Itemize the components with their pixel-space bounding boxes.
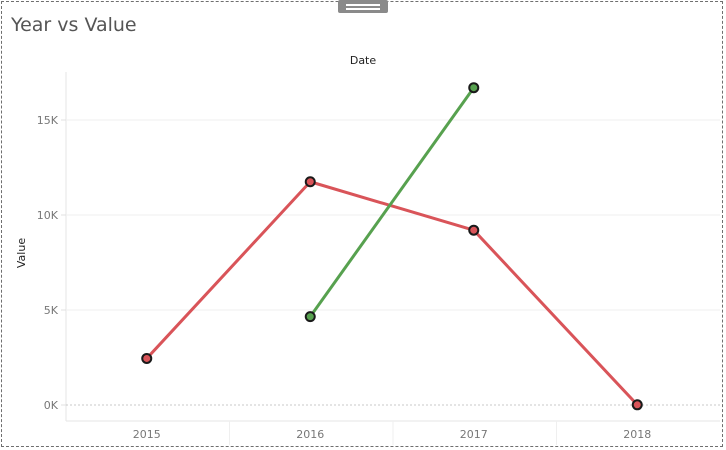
data-point <box>141 352 153 364</box>
data-point <box>304 176 316 188</box>
series-line <box>145 180 639 406</box>
data-point <box>468 82 480 94</box>
data-point <box>304 311 316 323</box>
chart-title: Year vs Value <box>11 14 137 36</box>
y-tick-label: 15K <box>37 114 59 127</box>
x-tick-label: 2018 <box>623 428 651 441</box>
x-axis-header: Date <box>349 54 377 67</box>
data-point <box>631 399 643 411</box>
data-point <box>468 224 480 236</box>
y-tick-label: 10K <box>37 209 59 222</box>
y-tick-label: 0K <box>44 399 59 412</box>
x-tick-label: 2016 <box>296 428 324 441</box>
x-tick-label: 2017 <box>460 428 488 441</box>
x-tick-label: 2015 <box>133 428 161 441</box>
drag-handle-icon[interactable] <box>338 0 388 13</box>
y-tick-label: 5K <box>44 304 59 317</box>
series-line <box>309 86 475 318</box>
